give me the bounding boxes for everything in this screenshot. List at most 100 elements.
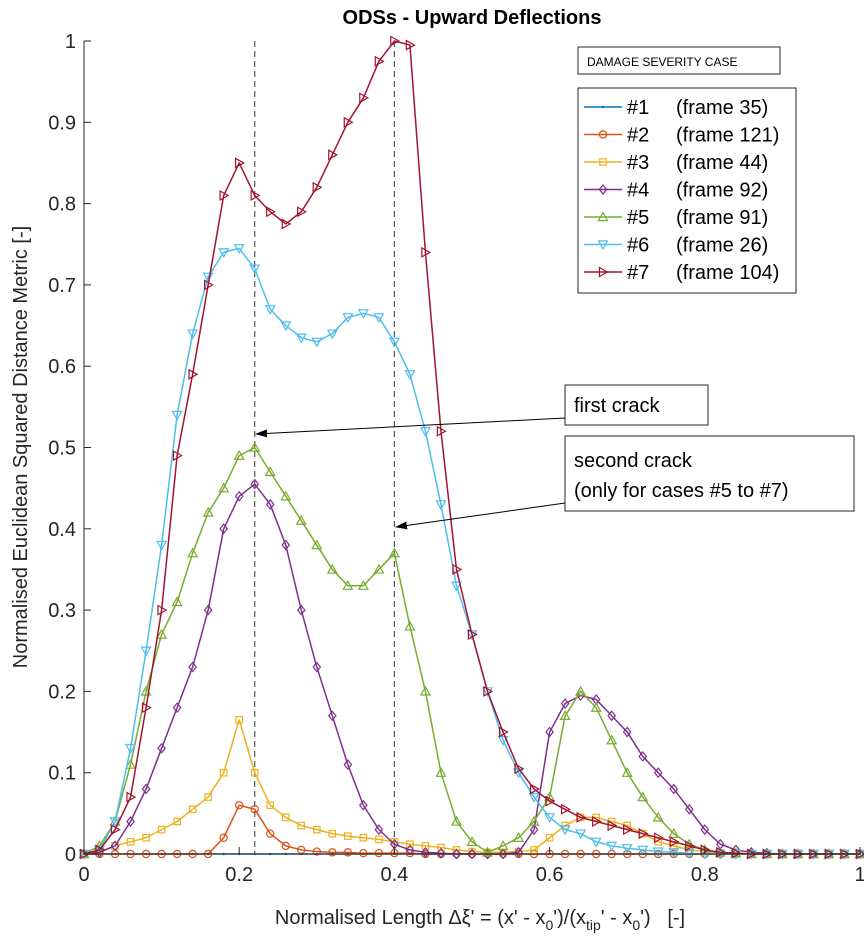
legend-entry-7: #7 (frame 104) [584,262,779,284]
series-7-line [83,40,860,855]
series-3-point [157,825,166,834]
x-tick-label: 0.6 [536,864,564,886]
y-tick-label: 1 [65,31,76,53]
series-7-point [374,55,385,67]
legend-series-name: #4 [627,180,649,202]
series-5-point [652,811,664,822]
series-6-point [559,825,571,836]
series-5-point [606,734,618,745]
series-3-point [406,840,414,849]
y-tick-label: 0.6 [48,356,76,378]
legend-entry-2: #2 (frame 121) [584,125,779,147]
series-3-point [468,847,476,856]
series-7-point [716,846,727,858]
series-3-point [545,833,554,842]
series-2-point [374,848,384,858]
series-5-point [590,701,602,712]
series-6-point [295,333,307,344]
series-6-point [233,244,245,255]
series-7-point [591,815,602,827]
x-label-mid2: ' - x [601,907,633,929]
series-5-point [435,766,447,777]
series-4-point [343,759,353,771]
series-5-point [466,836,478,847]
series-7-point [498,726,509,738]
series-7-point [328,149,339,161]
x-axis-label: Normalised Length Δξ' = (x' - x0')/(xtip… [275,907,685,933]
annotation-first-crack-box [564,384,709,426]
series-5-point [450,815,462,826]
series-5-point [357,579,369,590]
series-2-point [250,805,259,814]
series-6-point [482,687,494,698]
legend-series-frame: (frame 44) [676,152,768,174]
series-4-point [250,478,260,490]
annotation-first-crack-arrow [255,417,566,438]
series-7-point [126,791,137,803]
series-4-point [560,698,570,710]
series-6-point [249,264,261,275]
series-2-point [312,847,321,856]
series-7-point [390,35,401,47]
x-label-sub0b: 0 [632,917,640,933]
reference-lines [254,41,395,854]
series-5-point [373,563,385,574]
series-2-point [281,841,290,851]
legend-series-name: #6 [627,235,649,257]
series-7-point [483,685,494,697]
series-4-point [374,824,384,836]
series-7-point [235,157,245,169]
series-3-point [250,768,259,777]
series-4-point [141,783,151,795]
y-tick-label: 0.1 [48,763,76,785]
series-4-point [172,702,182,714]
series-3-point [297,821,306,830]
x-tick-label: 1 [854,864,864,886]
series-2-point [328,848,337,857]
series-5-point [668,827,680,838]
series-4-point [529,824,539,836]
legend-series-name: #7 [627,262,649,284]
legend-series-frame: (frame 35) [676,97,768,119]
series-3-point [266,801,275,810]
annotation-first-crack-text: first crack [574,395,661,417]
y-tick-label: 0.9 [48,112,76,134]
series-3-point [344,832,352,840]
series-5-point [575,685,587,696]
series-6-point [125,744,137,755]
series-5-point [249,441,261,452]
series-4-point [327,710,337,722]
series-3-point [359,833,368,842]
series-2-point [219,833,228,842]
series-5-point [125,758,137,769]
series-4-point [436,847,446,859]
series-7-point [669,836,680,848]
series-6-point [357,309,369,320]
series-7-point [685,840,696,852]
series-3-point [313,825,321,834]
series-5-point [233,449,245,460]
x-ticks: 0 0.2 0.4 0.6 0.8 1 [78,847,864,886]
series-6-point [652,847,664,858]
y-tick-label: 0 [65,844,76,866]
legend-entry-5: #5 (frame 91) [584,207,768,229]
y-tick-label: 0.4 [48,519,76,541]
x-tick-label: 0.4 [380,864,408,886]
series-5-point [404,620,416,631]
series-4-point [514,846,523,858]
series-6-point [311,337,323,348]
series-5-point [171,596,183,607]
series-5-point [280,490,292,501]
series-4-point [110,840,120,852]
series-4-point [126,816,135,827]
series-6-point [326,329,338,340]
y-axis-label: Normalised Euclidean Squared Distance Me… [10,226,32,668]
legend-entry-4: #4 (frame 92) [584,180,768,202]
legend-swatch-marker [598,130,608,139]
legend-series-frame: (frame 92) [676,180,768,202]
x-tick-label: 0 [78,864,89,886]
annotation-first-crack: first crack [255,384,709,438]
series-4-point [545,726,554,738]
annotation-second-crack-line1: second crack [574,450,693,472]
series-6-point [575,829,587,840]
